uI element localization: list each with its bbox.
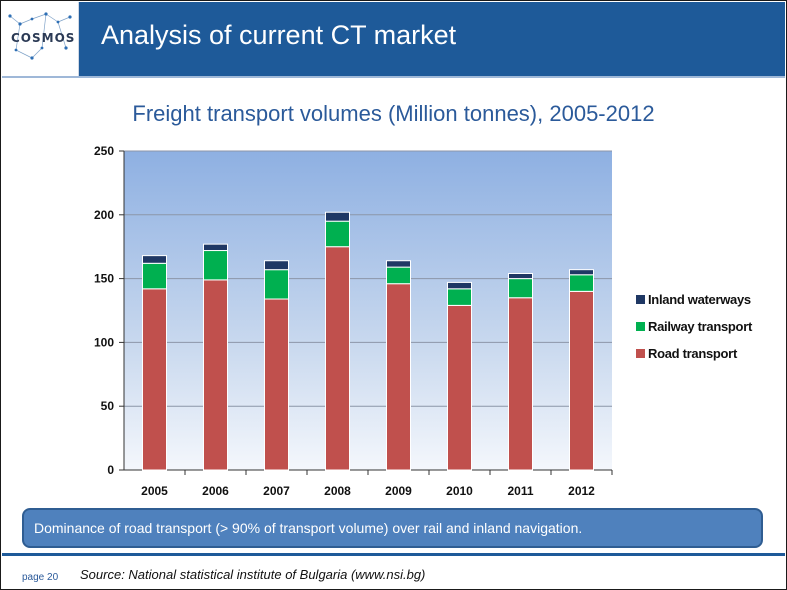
bar-segment xyxy=(142,288,167,471)
bar-segment xyxy=(203,279,228,471)
x-tick-label: 2012 xyxy=(568,484,595,498)
stacked-bar-chart: 0 50 100 150 200 250 2005 2006 2007 2008 2009 2010 2… xyxy=(94,144,613,498)
x-tick-label: 2006 xyxy=(202,484,229,498)
bar-segment xyxy=(447,281,472,290)
y-tick-label: 50 xyxy=(101,399,115,413)
plot-area xyxy=(124,151,612,470)
bar-segment xyxy=(325,211,350,222)
y-tick-label: 100 xyxy=(94,335,114,349)
chart-title: Freight transport volumes (Million tonne… xyxy=(132,101,655,126)
constellation-icon xyxy=(8,12,72,60)
bar-segment xyxy=(569,274,594,292)
bar-segment xyxy=(142,262,167,290)
bar-segment xyxy=(203,243,228,252)
y-tick-label: 250 xyxy=(94,144,114,158)
legend-label: Road transport xyxy=(648,346,737,361)
bar-segment xyxy=(386,260,411,268)
legend-label: Inland waterways xyxy=(648,292,751,307)
title-underline xyxy=(2,76,785,78)
y-tick-label: 0 xyxy=(107,463,114,477)
bar-segment xyxy=(325,220,350,248)
footer-divider xyxy=(2,553,785,556)
callout-text: Dominance of road transport (> 90% of tr… xyxy=(34,520,583,536)
slide-title: Analysis of current CT market xyxy=(101,20,457,50)
logo: COSMOS xyxy=(2,2,79,76)
legend-item: Road transport xyxy=(636,340,752,367)
bar-segment xyxy=(264,269,289,300)
legend-item: Inland waterways xyxy=(636,286,752,313)
legend-label: Railway transport xyxy=(648,319,752,334)
bar-segment xyxy=(203,250,228,281)
bar-segment xyxy=(508,297,533,471)
source-note: Source: National statistical institute o… xyxy=(80,567,426,582)
y-tick-label: 200 xyxy=(94,208,114,222)
y-tick-label: 150 xyxy=(94,272,114,286)
x-tick-label: 2008 xyxy=(324,484,351,498)
title-bar: Analysis of current CT market xyxy=(2,2,785,76)
bar-segment xyxy=(142,255,167,264)
legend-swatch xyxy=(636,349,645,358)
bar-segment xyxy=(569,269,594,276)
bar-segment xyxy=(447,304,472,471)
logo-text: COSMOS xyxy=(11,31,76,45)
legend-swatch xyxy=(636,295,645,304)
bar-segment xyxy=(386,283,411,471)
x-tick-label: 2009 xyxy=(385,484,412,498)
page-number: page 20 xyxy=(22,572,59,583)
bar-segment xyxy=(264,298,289,471)
bar-segment xyxy=(508,272,533,280)
bar-segment xyxy=(325,246,350,471)
x-tick-label: 2007 xyxy=(263,484,290,498)
legend-swatch xyxy=(636,322,645,331)
callout-box: Dominance of road transport (> 90% of tr… xyxy=(22,508,763,548)
chart-legend: Inland waterways Railway transport Road tr… xyxy=(636,286,752,367)
bar-segment xyxy=(569,290,594,471)
legend-item: Railway transport xyxy=(636,313,752,340)
bar-segment xyxy=(386,266,411,285)
x-tick-label: 2011 xyxy=(507,484,533,498)
x-tick-label: 2005 xyxy=(141,484,168,498)
x-tick-label: 2010 xyxy=(446,484,473,498)
bar-segment xyxy=(508,278,533,299)
bar-segment xyxy=(264,260,289,271)
bar-segment xyxy=(447,288,472,306)
